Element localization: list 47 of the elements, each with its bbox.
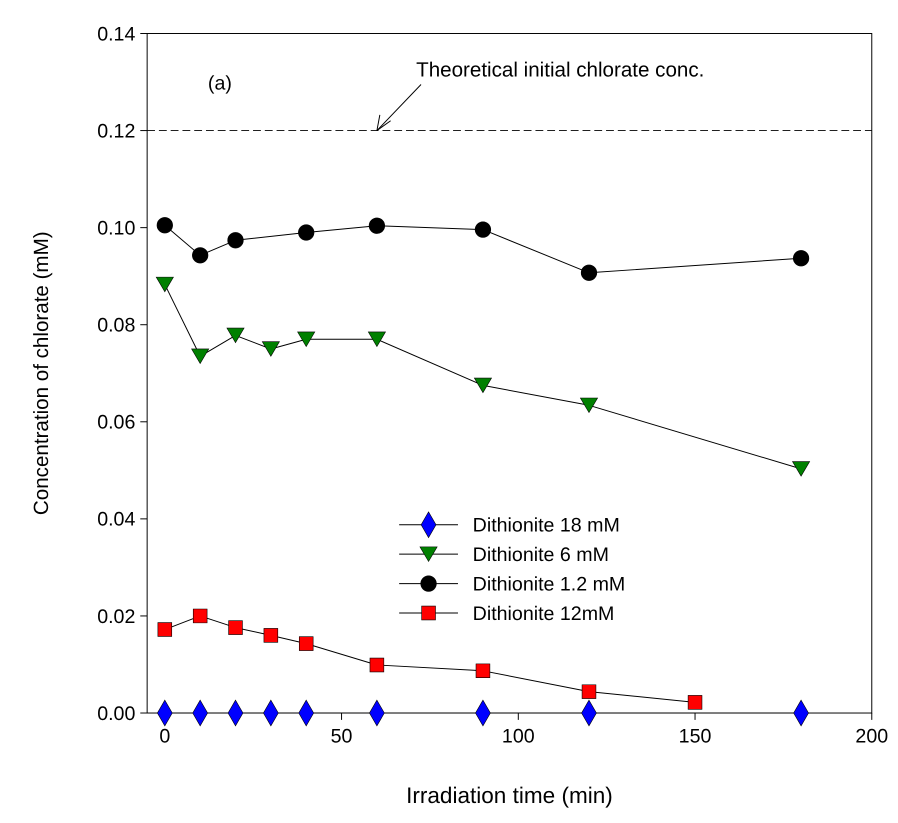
point (368, 218, 386, 234)
y-axis-title: Concentration of chlorate (mM) (30, 231, 54, 516)
x-tick-label: 50 (330, 725, 353, 748)
x-tick-label: 150 (678, 725, 712, 748)
y-tick-label: 0.12 (97, 120, 136, 142)
point (298, 224, 314, 241)
point (580, 398, 598, 413)
y-tick-label: 0.00 (97, 702, 136, 725)
point (226, 328, 244, 343)
legend-label: Dithionite 6 mM (472, 544, 609, 566)
point (476, 664, 490, 678)
point (158, 622, 172, 637)
point (191, 348, 210, 364)
legend-label: Dithionite 12mM (472, 602, 614, 625)
point (298, 636, 314, 651)
y-tick-label: 0.04 (97, 508, 136, 531)
y-tick-label: 0.14 (97, 23, 136, 46)
x-tick-label: 200 (855, 725, 888, 748)
x-tick-label: 100 (502, 725, 535, 748)
point (227, 232, 244, 248)
point (156, 276, 174, 292)
point (264, 628, 278, 643)
point (297, 332, 316, 347)
x-axis-title: Irradiation time (min) (406, 783, 613, 808)
annotation: (a) (208, 72, 232, 94)
y-tick-label: 0.06 (97, 412, 136, 434)
point (582, 684, 596, 699)
y-tick-label: 0.02 (97, 606, 136, 628)
y-tick-label: 0.08 (97, 314, 136, 337)
point (474, 378, 492, 393)
point (474, 221, 492, 238)
annotation: Theoretical initial chlorate conc. (416, 58, 704, 82)
legend-label: Dithionite 1.2 mM (472, 573, 626, 596)
point (368, 332, 386, 347)
x-tick-label: 0 (159, 725, 170, 748)
point (192, 247, 208, 264)
point (370, 658, 384, 672)
point (688, 695, 702, 710)
point (792, 461, 810, 476)
point (580, 264, 598, 281)
y-tick-label: 0.10 (97, 218, 136, 240)
point (192, 608, 208, 624)
point (156, 217, 173, 234)
point (792, 250, 810, 266)
point (262, 341, 280, 357)
legend-label: Dithionite 18 mM (472, 514, 620, 537)
point (228, 620, 243, 635)
